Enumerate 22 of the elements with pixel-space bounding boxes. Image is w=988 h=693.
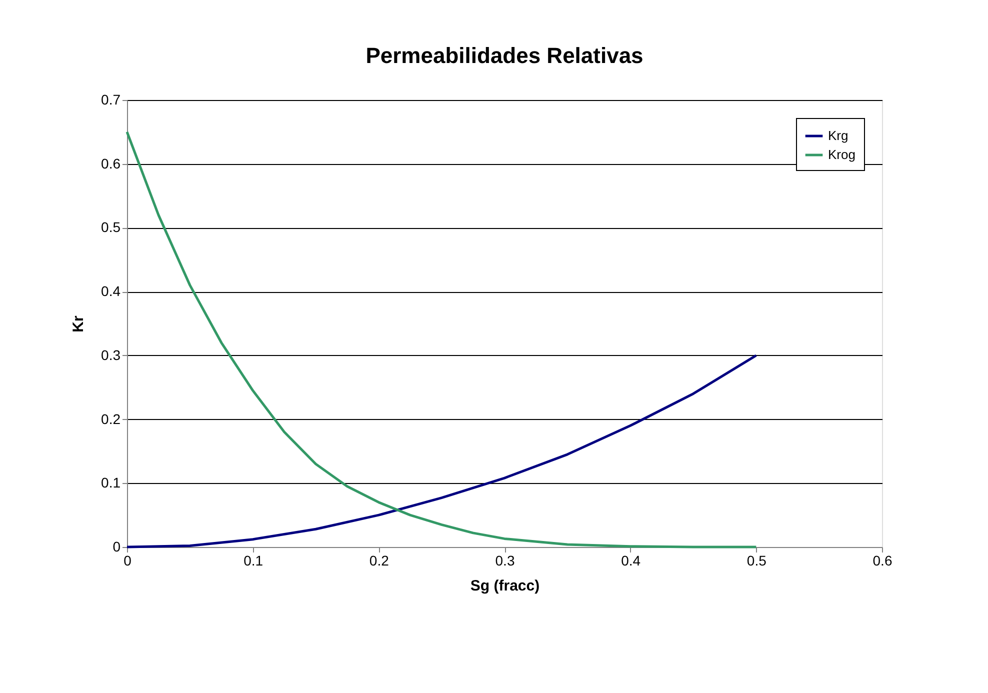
x-axis-title: Sg (fracc) [470, 578, 540, 594]
x-tick-label: 0.5 [746, 552, 767, 568]
x-tick-label: 0.4 [621, 552, 641, 568]
x-tick-label: 0.2 [369, 552, 390, 568]
y-tick-label: 0 [112, 538, 121, 554]
legend-label: Krog [828, 147, 856, 162]
x-tick-label: 0 [124, 552, 132, 568]
x-tick-label: 0.1 [244, 552, 264, 568]
y-tick-label: 0.4 [101, 283, 121, 300]
x-tick-label: 0.3 [495, 552, 515, 568]
y-tick-label: 0.6 [101, 155, 121, 172]
y-tick-label: 0.3 [101, 346, 121, 363]
y-axis-title: Kr [70, 316, 88, 332]
y-tick-label: 0.2 [101, 410, 121, 427]
x-tick-label: 0.6 [872, 552, 892, 568]
y-tick-label: 0.5 [101, 219, 121, 236]
legend-label: Krg [828, 128, 848, 143]
y-tick-label: 0.1 [101, 474, 121, 491]
line-series [126, 354, 758, 548]
y-tick-label: 0.7 [101, 92, 121, 108]
line-series [126, 130, 758, 548]
chart-title: Permeabilidades Relativas [366, 43, 644, 68]
